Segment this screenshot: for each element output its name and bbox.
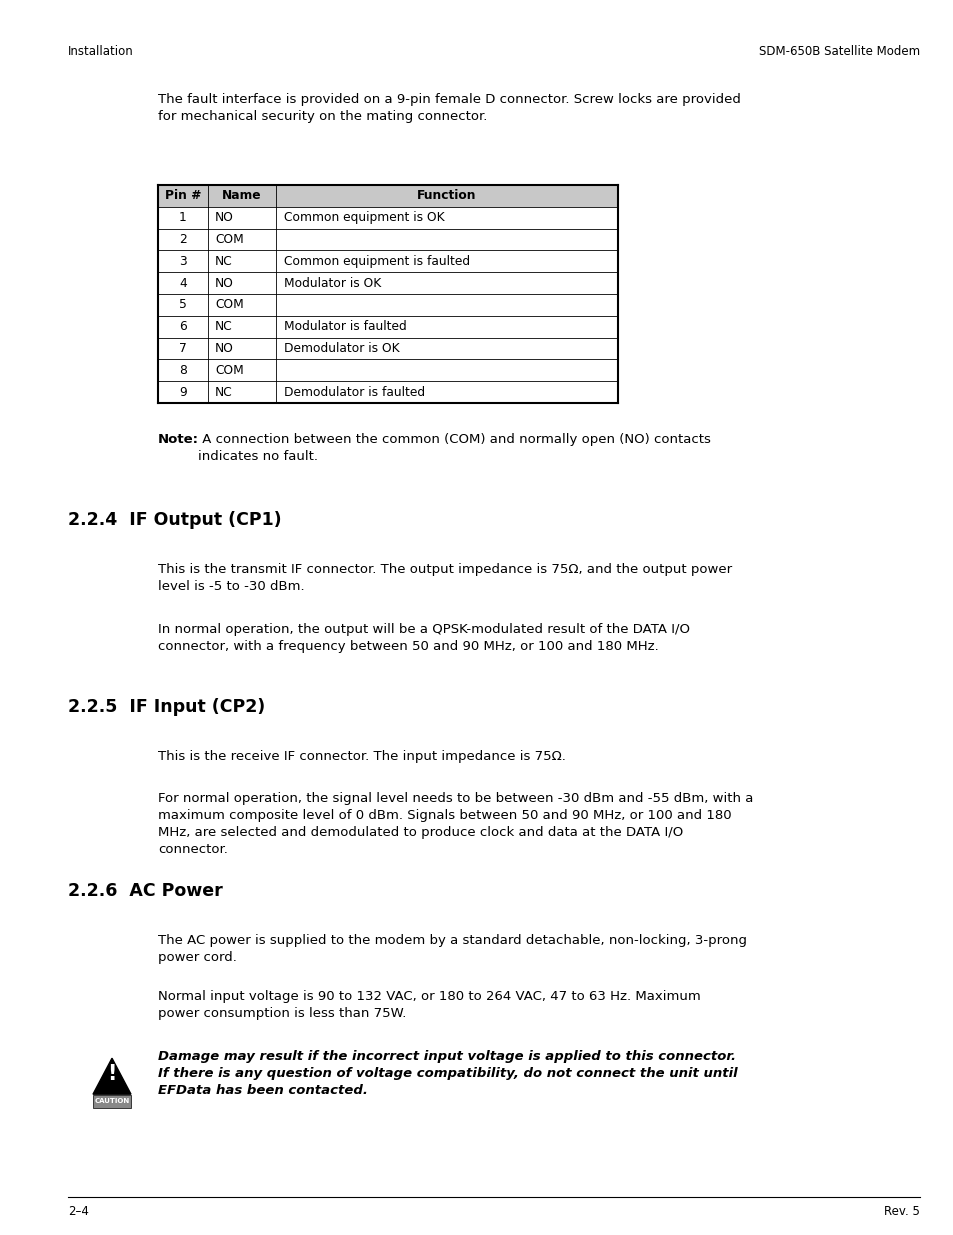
Text: COM: COM (214, 364, 244, 377)
Text: A connection between the common (COM) and normally open (NO) contacts
indicates : A connection between the common (COM) an… (198, 433, 710, 463)
Text: This is the transmit IF connector. The output impedance is 75Ω, and the output p: This is the transmit IF connector. The o… (158, 563, 731, 593)
Text: SDM-650B Satellite Modem: SDM-650B Satellite Modem (758, 44, 919, 58)
Text: Common equipment is OK: Common equipment is OK (284, 211, 444, 225)
Text: For normal operation, the signal level needs to be between -30 dBm and -55 dBm, : For normal operation, the signal level n… (158, 792, 753, 856)
Text: Normal input voltage is 90 to 132 VAC, or 180 to 264 VAC, 47 to 63 Hz. Maximum
p: Normal input voltage is 90 to 132 VAC, o… (158, 990, 700, 1020)
Text: This is the receive IF connector. The input impedance is 75Ω.: This is the receive IF connector. The in… (158, 750, 565, 763)
Text: 2.2.4  IF Output (CP1): 2.2.4 IF Output (CP1) (68, 511, 281, 529)
Bar (158, 206, 618, 228)
Text: Modulator is OK: Modulator is OK (284, 277, 381, 289)
Bar (158, 251, 618, 272)
Text: NO: NO (214, 211, 233, 225)
Text: The fault interface is provided on a 9-pin female D connector. Screw locks are p: The fault interface is provided on a 9-p… (158, 93, 740, 124)
Bar (158, 382, 618, 403)
Text: 3: 3 (179, 254, 187, 268)
Text: NC: NC (214, 320, 233, 333)
Text: !: ! (107, 1065, 116, 1084)
Text: 6: 6 (179, 320, 187, 333)
Text: Rev. 5: Rev. 5 (883, 1205, 919, 1218)
Text: COM: COM (214, 299, 244, 311)
Text: Function: Function (416, 189, 476, 203)
Bar (158, 185, 618, 206)
Text: 2–4: 2–4 (68, 1205, 89, 1218)
Text: 2.2.5  IF Input (CP2): 2.2.5 IF Input (CP2) (68, 698, 265, 716)
Text: 1: 1 (179, 211, 187, 225)
Bar (158, 272, 618, 294)
Text: In normal operation, the output will be a QPSK-modulated result of the DATA I/O
: In normal operation, the output will be … (158, 622, 689, 653)
Text: Name: Name (222, 189, 261, 203)
Text: Modulator is faulted: Modulator is faulted (284, 320, 406, 333)
Text: 5: 5 (179, 299, 187, 311)
Bar (158, 228, 618, 251)
Text: 7: 7 (179, 342, 187, 354)
Bar (158, 316, 618, 337)
Text: 4: 4 (179, 277, 187, 289)
Bar (158, 359, 618, 382)
Text: 2: 2 (179, 233, 187, 246)
Text: 9: 9 (179, 385, 187, 399)
Text: Note:: Note: (158, 433, 199, 446)
Text: Demodulator is OK: Demodulator is OK (284, 342, 399, 354)
Text: COM: COM (214, 233, 244, 246)
Text: Damage may result if the incorrect input voltage is applied to this connector.
I: Damage may result if the incorrect input… (158, 1050, 737, 1097)
Text: NO: NO (214, 342, 233, 354)
Text: Installation: Installation (68, 44, 133, 58)
Bar (92, 1094, 131, 1108)
Text: NC: NC (214, 254, 233, 268)
Text: Common equipment is faulted: Common equipment is faulted (284, 254, 470, 268)
Text: NO: NO (214, 277, 233, 289)
Text: Demodulator is faulted: Demodulator is faulted (284, 385, 425, 399)
Text: 8: 8 (179, 364, 187, 377)
Text: NC: NC (214, 385, 233, 399)
Bar (158, 337, 618, 359)
Polygon shape (92, 1058, 131, 1094)
Text: The AC power is supplied to the modem by a standard detachable, non-locking, 3-p: The AC power is supplied to the modem by… (158, 934, 746, 965)
Text: Pin #: Pin # (165, 189, 201, 203)
Text: CAUTION: CAUTION (94, 1098, 130, 1104)
Text: 2.2.6  AC Power: 2.2.6 AC Power (68, 882, 222, 900)
Bar (158, 294, 618, 316)
